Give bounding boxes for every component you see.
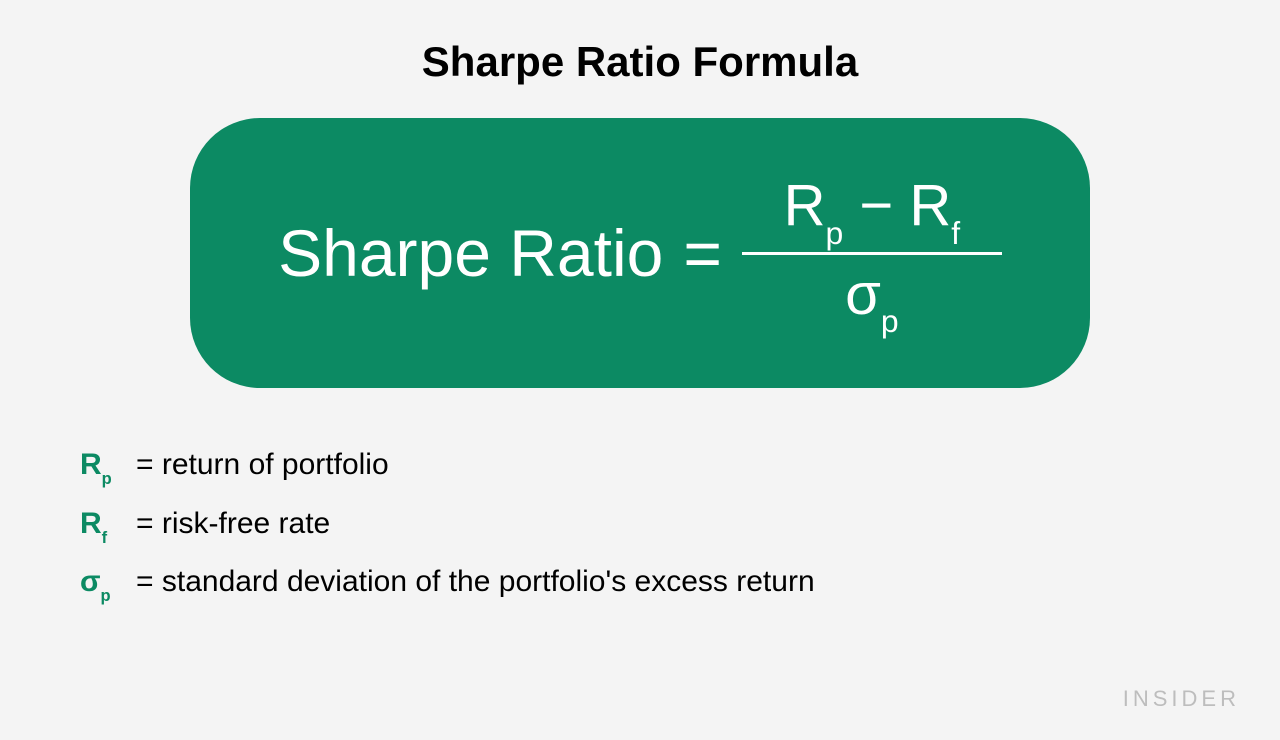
num-term2: R	[909, 173, 951, 238]
legend-symbol: σp	[80, 553, 136, 612]
legend-row: Rp = return of portfolio	[80, 436, 1280, 495]
brand-logo: INSIDER	[1123, 686, 1240, 712]
legend-symbol: Rf	[80, 495, 136, 554]
formula-lhs: Sharpe Ratio	[278, 215, 663, 291]
page-title: Sharpe Ratio Formula	[0, 0, 1280, 86]
legend-symbol: Rp	[80, 436, 136, 495]
legend: Rp = return of portfolio Rf = risk-free …	[0, 388, 1280, 612]
legend-desc: = standard deviation of the portfolio's …	[136, 553, 815, 612]
formula: Sharpe Ratio = Rp − Rf σp	[278, 172, 1002, 334]
formula-box: Sharpe Ratio = Rp − Rf σp	[190, 118, 1090, 388]
minus-sign: −	[859, 173, 893, 238]
fraction: Rp − Rf σp	[742, 172, 1002, 334]
denominator: σp	[845, 255, 899, 335]
numerator: Rp − Rf	[784, 172, 961, 252]
num-sub2: f	[951, 215, 960, 251]
legend-desc: = risk-free rate	[136, 495, 330, 554]
denom-sub: p	[881, 303, 899, 339]
num-sub1: p	[826, 215, 844, 251]
legend-row: Rf = risk-free rate	[80, 495, 1280, 554]
num-term1: R	[784, 173, 826, 238]
equals-sign: =	[683, 215, 722, 291]
denom-symbol: σ	[845, 262, 881, 327]
legend-desc: = return of portfolio	[136, 436, 389, 495]
legend-row: σp = standard deviation of the portfolio…	[80, 553, 1280, 612]
